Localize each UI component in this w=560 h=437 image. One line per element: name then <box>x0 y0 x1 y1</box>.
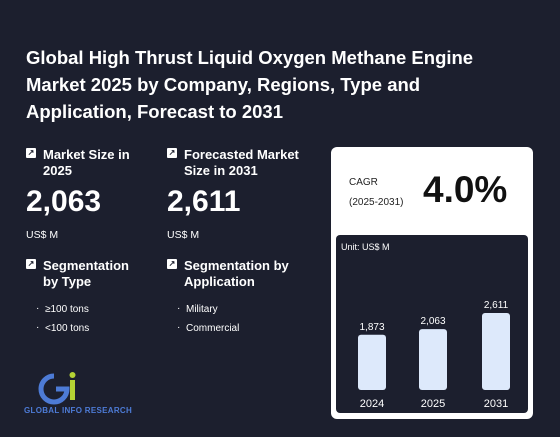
category-label-2024: 2024 <box>360 398 384 410</box>
segmentation-application-label: ↗ Segmentation by Application <box>167 258 289 289</box>
trend-arrow-icon: ↗ <box>167 259 177 269</box>
value-label-2024: 1,873 <box>359 322 384 333</box>
category-label-2031: 2031 <box>484 398 508 410</box>
market-size-block: ↗ Market Size in 2025 2,063 US$ M <box>26 147 146 241</box>
bar-2031 <box>482 313 510 390</box>
cagr-label: CAGR (2025-2031) <box>349 177 404 208</box>
bar-chart: Unit: US$ M 1,873 2024 2,063 2025 2,611 2031 <box>336 235 528 413</box>
segmentation-type-label: ↗ Segmentation by Type <box>26 258 129 289</box>
logo: GLOBAL INFO RESEARCH <box>24 372 144 422</box>
trend-arrow-icon: ↗ <box>26 259 36 269</box>
logo-mark-icon <box>38 372 76 405</box>
market-size-value: 2,063 <box>26 185 102 218</box>
page-title: Global High Thrust Liquid Oxygen Methane… <box>26 47 474 122</box>
market-size-label: ↗ Market Size in 2025 <box>26 147 130 178</box>
forecast-size-value: 2,611 <box>167 185 241 218</box>
type-item: ≥100 tons <box>36 299 146 319</box>
forecast-size-block: ↗ Forecasted Market Size in 2031 2,611 U… <box>167 147 317 241</box>
chart-unit-label: Unit: US$ M <box>341 242 390 252</box>
bar-2025 <box>419 329 447 390</box>
segmentation-type-block: ↗ Segmentation by Type ≥100 tons <100 to… <box>26 258 146 338</box>
segmentation-application-block: ↗ Segmentation by Application Military C… <box>167 258 297 338</box>
trend-arrow-icon: ↗ <box>26 148 36 158</box>
value-label-2031: 2,611 <box>484 300 509 311</box>
forecast-size-unit: US$ M <box>167 229 200 241</box>
application-item: Military <box>177 299 297 319</box>
bar-2024 <box>358 334 386 390</box>
value-label-2025: 2,063 <box>420 316 445 327</box>
trend-arrow-icon: ↗ <box>167 148 177 158</box>
application-item: Commercial <box>177 318 297 338</box>
type-item: <100 tons <box>36 318 146 338</box>
forecast-size-label: ↗ Forecasted Market Size in 2031 <box>167 147 299 178</box>
cagr-card: CAGR (2025-2031) 4.0% Unit: US$ M 1,873 2… <box>331 147 533 419</box>
market-size-unit: US$ M <box>26 229 59 241</box>
category-label-2025: 2025 <box>421 398 445 410</box>
cagr-value: 4.0% <box>423 169 508 210</box>
bar-chart-svg: 1,873 2024 2,063 2025 2,611 2031 <box>358 300 510 410</box>
logo-text: GLOBAL INFO RESEARCH <box>24 406 133 415</box>
